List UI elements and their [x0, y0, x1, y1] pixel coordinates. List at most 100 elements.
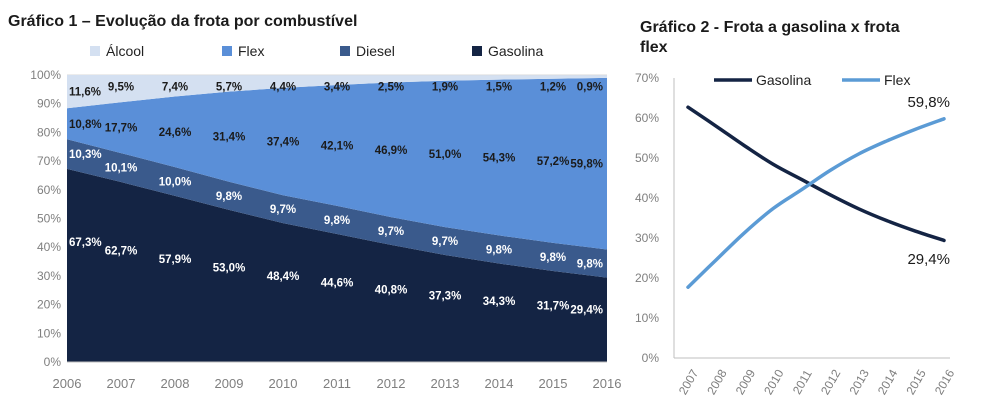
x-tick-label: 2016 — [593, 376, 622, 391]
y-tick-label: 40% — [37, 240, 61, 254]
data-label-diesel: 10,3% — [69, 149, 102, 161]
data-label-diesel: 9,7% — [378, 226, 404, 238]
x-tick-label: 2012 — [818, 367, 844, 397]
data-label-alcool: 7,4% — [162, 81, 188, 93]
data-label-alcool: 0,9% — [577, 81, 603, 93]
data-label-flex: 57,2% — [537, 156, 570, 168]
y-tick-label: 20% — [37, 298, 61, 312]
data-label-alcool: 1,9% — [432, 81, 458, 93]
data-label-gasolina: 29,4% — [570, 305, 603, 317]
y-tick-label: 30% — [635, 231, 659, 245]
data-label-diesel: 10,1% — [105, 163, 138, 175]
data-label-diesel: 10,0% — [159, 176, 192, 188]
data-label-gasolina: 53,0% — [213, 263, 246, 275]
data-label-gasolina: 44,6% — [321, 278, 354, 290]
data-label-flex: 31,4% — [213, 132, 246, 144]
x-tick-label: 2014 — [485, 376, 514, 391]
x-tick-label: 2014 — [875, 367, 901, 397]
x-tick-label: 2008 — [704, 367, 730, 397]
data-label-flex: 42,1% — [321, 140, 354, 152]
x-tick-label: 2006 — [53, 376, 82, 391]
data-label-gasolina: 34,3% — [483, 296, 516, 308]
data-label-diesel: 9,8% — [577, 259, 603, 271]
area-alcool — [67, 75, 607, 109]
annotation-gasolina-end: 29,4% — [907, 251, 950, 268]
data-label-gasolina: 48,4% — [267, 271, 300, 283]
chart1-title: Gráfico 1 – Evolução da frota por combus… — [8, 13, 358, 30]
x-tick-label: 2008 — [161, 376, 190, 391]
x-tick-label: 2009 — [733, 367, 759, 397]
data-label-diesel: 9,8% — [216, 191, 242, 203]
data-label-diesel: 9,8% — [540, 252, 566, 264]
legend-label: Flex — [884, 72, 910, 88]
y-tick-label: 60% — [37, 183, 61, 197]
y-tick-label: 100% — [30, 68, 61, 82]
data-label-gasolina: 62,7% — [105, 245, 138, 257]
x-tick-label: 2011 — [790, 367, 815, 397]
annotation-flex-end: 59,8% — [907, 94, 950, 111]
area-gasolina — [67, 168, 607, 362]
data-label-flex: 17,7% — [105, 123, 138, 135]
y-tick-label: 60% — [635, 111, 659, 125]
y-tick-label: 80% — [37, 125, 61, 139]
x-tick-label: 2015 — [903, 367, 929, 397]
data-label-alcool: 1,5% — [486, 81, 512, 93]
chart2-title: Gráfico 2 - Frota a gasolina x frota fle… — [640, 19, 900, 56]
x-tick-label: 2013 — [431, 376, 460, 391]
data-label-alcool: 11,6% — [69, 87, 101, 99]
data-label-alcool: 3,4% — [324, 81, 350, 93]
y-tick-label: 50% — [37, 212, 61, 226]
data-label-alcool: 1,2% — [540, 81, 566, 93]
x-tick-label: 2015 — [539, 376, 568, 391]
legend-label: Diesel — [356, 43, 395, 59]
data-label-gasolina: 67,3% — [69, 237, 102, 249]
y-tick-label: 50% — [635, 151, 659, 165]
legend-label: Gasolina — [488, 43, 543, 59]
data-label-diesel: 9,7% — [432, 236, 458, 248]
x-tick-label: 2011 — [323, 376, 351, 391]
y-tick-label: 70% — [635, 71, 659, 85]
data-label-alcool: 4,4% — [270, 81, 296, 93]
data-label-flex: 46,9% — [375, 145, 408, 157]
legend-label: Flex — [238, 43, 264, 59]
data-label-diesel: 9,8% — [324, 215, 350, 227]
x-tick-label: 2013 — [846, 367, 872, 397]
y-tick-label: 70% — [37, 154, 61, 168]
legend-label: Gasolina — [756, 72, 811, 88]
x-tick-label: 2007 — [676, 367, 702, 397]
legend-swatch — [222, 46, 232, 56]
y-tick-label: 10% — [37, 326, 61, 340]
data-label-flex: 10,8% — [69, 119, 102, 131]
data-label-gasolina: 37,3% — [429, 291, 462, 303]
y-tick-label: 20% — [635, 271, 659, 285]
y-tick-label: 90% — [37, 97, 61, 111]
y-tick-label: 0% — [44, 355, 62, 369]
x-tick-label: 2010 — [761, 367, 787, 397]
area-diesel — [67, 139, 607, 278]
line-flex — [686, 117, 946, 289]
area-flex — [67, 77, 607, 250]
y-tick-label: 40% — [635, 191, 659, 205]
x-tick-label: 2010 — [269, 376, 298, 391]
data-label-flex: 59,8% — [570, 159, 603, 171]
chart2-line: 0%10%20%30%40%50%60%70%2007 2008 2009 2010 2… — [635, 71, 957, 397]
data-label-flex: 51,0% — [429, 149, 462, 161]
data-label-gasolina: 31,7% — [537, 301, 570, 313]
data-label-alcool: 9,5% — [108, 81, 134, 93]
y-tick-label: 10% — [635, 311, 659, 325]
data-label-flex: 37,4% — [267, 137, 300, 149]
data-label-alcool: 5,7% — [216, 81, 242, 93]
legend-swatch — [472, 46, 482, 56]
data-label-flex: 54,3% — [483, 153, 516, 165]
data-label-diesel: 9,7% — [270, 204, 296, 216]
x-tick-label: 2012 — [377, 376, 406, 391]
data-label-flex: 24,6% — [159, 127, 192, 139]
x-tick-label: 2009 — [215, 376, 244, 391]
y-tick-label: 0% — [642, 351, 660, 365]
data-label-gasolina: 40,8% — [375, 284, 408, 296]
data-label-diesel: 9,8% — [486, 244, 512, 256]
x-tick-label: 2007 — [107, 376, 136, 391]
legend-label: Álcool — [106, 43, 144, 59]
data-label-alcool: 2,5% — [378, 81, 404, 93]
